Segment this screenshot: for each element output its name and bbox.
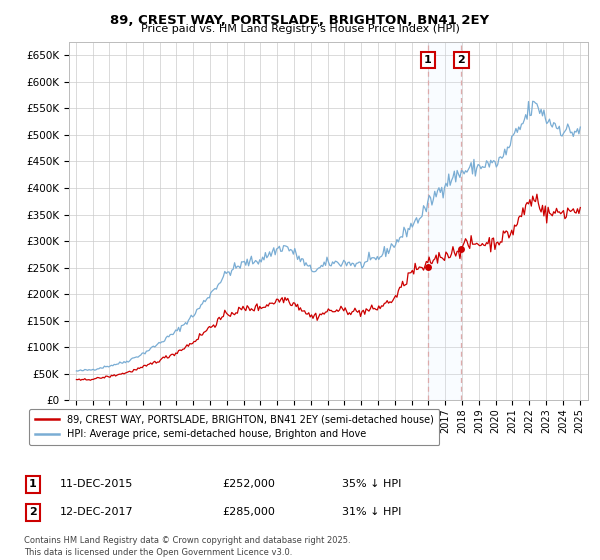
Text: 31% ↓ HPI: 31% ↓ HPI — [342, 507, 401, 517]
Text: 11-DEC-2015: 11-DEC-2015 — [60, 479, 133, 489]
Text: 12-DEC-2017: 12-DEC-2017 — [60, 507, 134, 517]
Text: 2: 2 — [29, 507, 37, 517]
Bar — [428, 42, 461, 400]
Text: 1: 1 — [29, 479, 37, 489]
Legend: 89, CREST WAY, PORTSLADE, BRIGHTON, BN41 2EY (semi-detached house), HPI: Average: 89, CREST WAY, PORTSLADE, BRIGHTON, BN41… — [29, 409, 439, 445]
Text: Price paid vs. HM Land Registry's House Price Index (HPI): Price paid vs. HM Land Registry's House … — [140, 24, 460, 34]
Text: 2: 2 — [457, 55, 465, 65]
Text: 35% ↓ HPI: 35% ↓ HPI — [342, 479, 401, 489]
Text: £252,000: £252,000 — [222, 479, 275, 489]
Text: Contains HM Land Registry data © Crown copyright and database right 2025.
This d: Contains HM Land Registry data © Crown c… — [24, 536, 350, 557]
Text: 1: 1 — [424, 55, 431, 65]
Text: 89, CREST WAY, PORTSLADE, BRIGHTON, BN41 2EY: 89, CREST WAY, PORTSLADE, BRIGHTON, BN41… — [110, 14, 490, 27]
Text: £285,000: £285,000 — [222, 507, 275, 517]
